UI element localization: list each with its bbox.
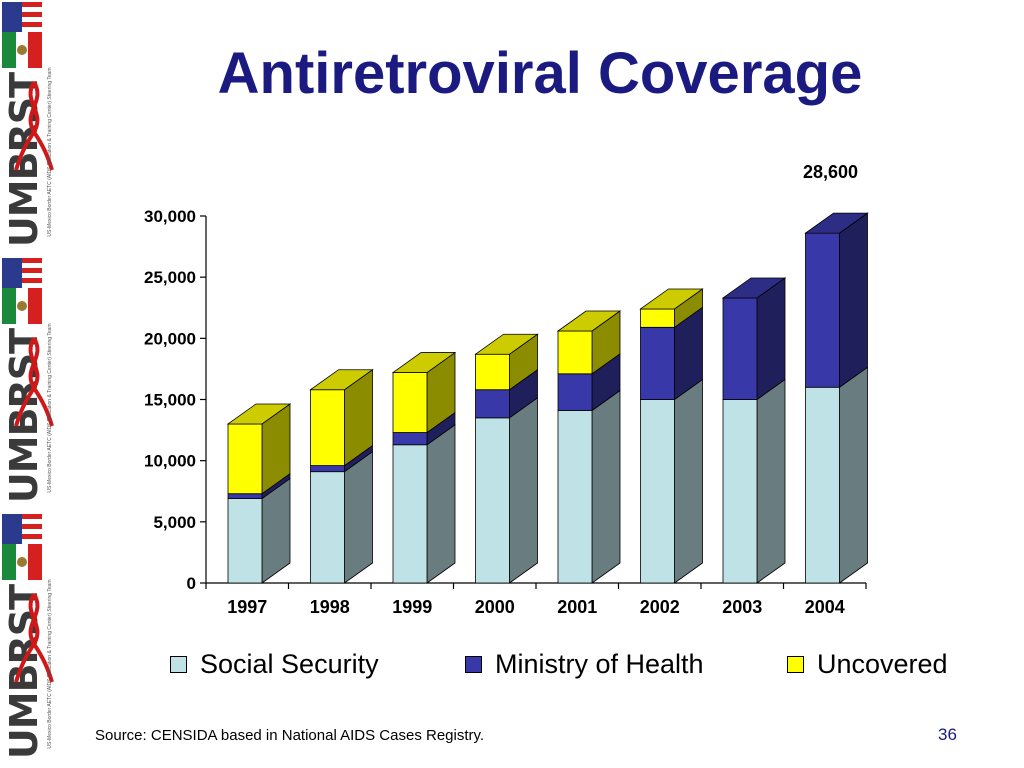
us-mexico-flag-icon — [2, 258, 42, 324]
y-tick-label: 25,000 — [144, 268, 196, 287]
legend-label: Uncovered — [817, 649, 948, 679]
bar-ministry-of-health-2002 — [640, 326, 675, 400]
y-tick-label: 30,000 — [144, 207, 196, 226]
bar-social-security-2002 — [640, 399, 675, 584]
bar-side-2002 — [674, 378, 703, 584]
x-tick-label: 2001 — [557, 597, 597, 617]
bar-top-2001 — [556, 310, 622, 332]
us-mexico-flag-icon — [2, 514, 42, 580]
bar-social-security-1998 — [310, 471, 345, 584]
chart-legend: Social Security Ministry of Health Uncover… — [170, 645, 970, 685]
bar-top-2004 — [804, 212, 869, 234]
bar-social-security-1999 — [392, 444, 428, 584]
bar-uncovered-1999 — [392, 372, 428, 433]
page-number: 36 — [938, 725, 957, 744]
legend-swatch — [787, 656, 804, 673]
bar-ministry-of-health-1999 — [392, 432, 428, 446]
us-mexico-flag-icon — [2, 2, 42, 68]
bar-side-2004 — [839, 212, 868, 389]
aids-ribbon-icon — [14, 80, 54, 171]
legend-label: Ministry of Health — [495, 649, 704, 679]
bar-top-1998 — [309, 369, 374, 391]
bar-social-security-2004 — [805, 386, 840, 584]
y-tick-label: 0 — [187, 574, 196, 593]
y-tick-label: 20,000 — [144, 329, 196, 348]
bar-uncovered-2000 — [475, 353, 510, 391]
logo-subtext: US-Mexico Border AETC (AIDS Education & … — [47, 579, 53, 749]
slide-title: Antiretroviral Coverage — [217, 41, 863, 106]
x-tick-label: 1999 — [392, 597, 432, 617]
bar-side-2003 — [756, 277, 786, 401]
bar-uncovered-1997 — [227, 423, 263, 495]
bar-ministry-of-health-2001 — [557, 373, 593, 411]
bar-ministry-of-health-2004 — [805, 232, 840, 388]
x-tick-label: 2003 — [722, 597, 762, 617]
bar-top-2000 — [474, 333, 539, 355]
bar-uncovered-2001 — [557, 330, 593, 375]
aids-ribbon-icon — [14, 336, 54, 427]
bar-top-1997 — [226, 403, 292, 425]
x-tick-label: 2004 — [805, 597, 845, 617]
bar-ministry-of-health-1997 — [227, 493, 263, 499]
bar-ministry-of-health-2003 — [722, 297, 758, 400]
y-tick-label: 15,000 — [144, 391, 196, 410]
logo-block: UMBRST US-Mexico Border AETC (AIDS Educa… — [2, 514, 62, 764]
aids-ribbon-icon — [14, 592, 54, 683]
x-tick-label: 2000 — [475, 597, 515, 617]
legend-swatch — [170, 656, 187, 673]
legend-label: Social Security — [200, 649, 379, 679]
data-annotation-label: 28,600 — [803, 162, 858, 182]
bar-uncovered-1998 — [310, 389, 345, 466]
sidebar-logos: UMBRST US-Mexico Border AETC (AIDS Educa… — [0, 0, 64, 768]
stacked-bar-chart: 0 5,000 10,000 15,000 20,000 25,000 30,000 1997… — [144, 162, 869, 617]
bar-side-2004 — [839, 366, 868, 584]
logo-subtext: US-Mexico Border AETC (AIDS Education & … — [47, 67, 53, 237]
legend-swatch — [465, 656, 482, 673]
bar-social-security-2000 — [475, 417, 510, 584]
bar-side-1999 — [426, 423, 456, 584]
bar-top-2003 — [721, 277, 787, 299]
logo-subtext: US-Mexico Border AETC (AIDS Education & … — [47, 323, 53, 493]
bar-social-security-2003 — [722, 399, 758, 584]
bar-ministry-of-health-2000 — [475, 389, 510, 419]
bar-side-2001 — [591, 389, 621, 584]
x-tick-label: 1997 — [227, 597, 267, 617]
bar-uncovered-2002 — [640, 308, 675, 328]
bar-side-1998 — [344, 450, 373, 584]
source-note: Source: CENSIDA based in National AIDS C… — [95, 727, 485, 744]
bar-ministry-of-health-1998 — [310, 465, 345, 473]
bar-social-security-1997 — [227, 498, 263, 584]
bar-social-security-2001 — [557, 410, 593, 584]
logo-block: UMBRST US-Mexico Border AETC (AIDS Educa… — [2, 258, 62, 508]
x-tick-label: 2002 — [640, 597, 680, 617]
x-tick-label: 1998 — [310, 597, 350, 617]
bar-top-2002 — [639, 288, 704, 310]
bar-top-1999 — [391, 352, 457, 373]
y-tick-label: 10,000 — [144, 452, 196, 471]
bar-side-2003 — [756, 378, 786, 584]
logo-block: UMBRST US-Mexico Border AETC (AIDS Educa… — [2, 2, 62, 252]
y-tick-label: 5,000 — [153, 513, 196, 532]
bar-side-2000 — [509, 397, 538, 584]
